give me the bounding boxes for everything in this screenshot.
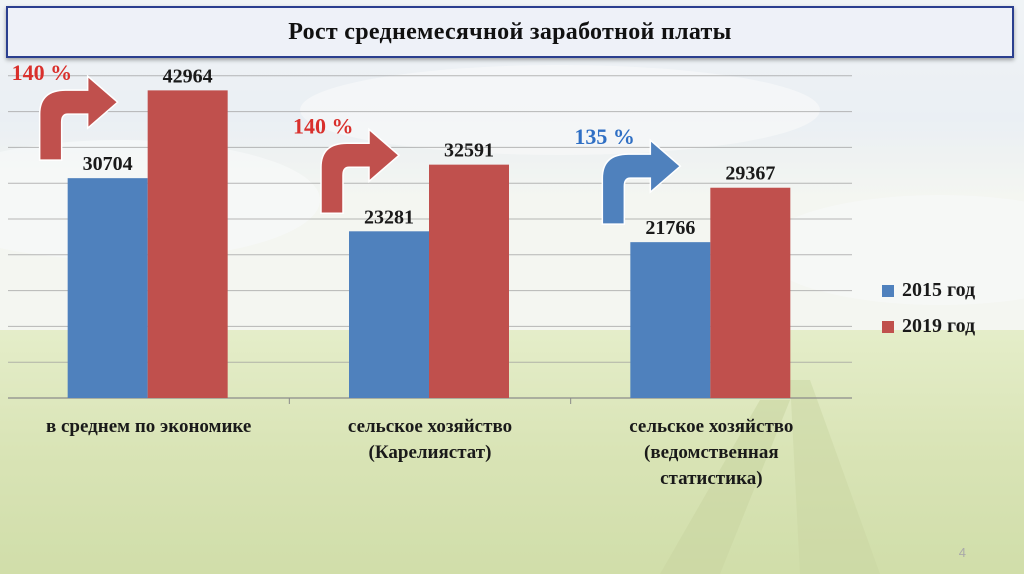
bar-2015 xyxy=(630,242,711,398)
category-label: сельское хозяйство xyxy=(629,416,793,437)
page-number: 4 xyxy=(958,545,966,560)
data-label: 42964 xyxy=(163,65,213,87)
growth-percent-label: 135 % xyxy=(574,124,635,149)
category-label: в среднем по экономике xyxy=(46,416,251,437)
legend-label: 2019 год xyxy=(902,315,975,337)
growth-percent-label: 140 % xyxy=(12,60,72,85)
category-label: статистика) xyxy=(660,468,763,489)
page-title: Рост среднемесячной заработной платы xyxy=(288,18,732,45)
growth-arrow-icon xyxy=(38,74,119,161)
growth-arrow-icon xyxy=(601,138,682,225)
legend-swatch xyxy=(882,285,894,297)
data-label: 29367 xyxy=(725,163,775,185)
bar-2019 xyxy=(429,164,509,398)
bar-2019 xyxy=(147,90,228,399)
growth-arrow-icon xyxy=(320,127,401,215)
data-label: 23281 xyxy=(364,206,414,228)
bar-2015 xyxy=(349,231,429,398)
legend-swatch xyxy=(882,321,894,333)
data-label: 32591 xyxy=(444,140,494,162)
category-label: (Карелиястат) xyxy=(369,442,492,463)
growth-percent-label: 140 % xyxy=(293,113,354,138)
bar-2015 xyxy=(67,178,148,398)
category-label: сельское хозяйство xyxy=(348,416,512,437)
bar-2019 xyxy=(710,187,791,398)
legend-label: 2015 год xyxy=(902,279,975,301)
title-banner: Рост среднемесячной заработной платы xyxy=(6,6,1014,58)
category-label: (ведомственная xyxy=(644,442,779,463)
data-label: 21766 xyxy=(645,217,695,239)
data-label: 30704 xyxy=(83,153,133,175)
